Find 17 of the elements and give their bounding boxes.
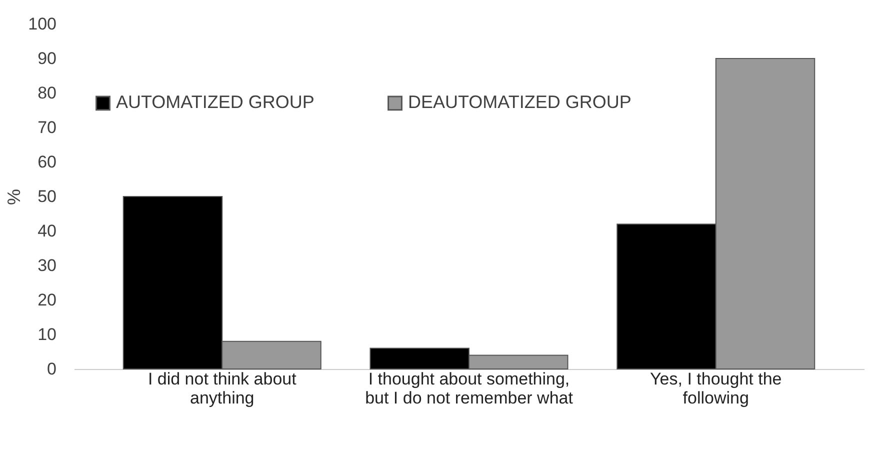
legend-label: DEAUTOMATIZED GROUP xyxy=(408,92,632,112)
legend-label: AUTOMATIZED GROUP xyxy=(116,92,314,112)
y-tick-label: 20 xyxy=(38,290,56,310)
y-tick-label: 100 xyxy=(28,14,56,34)
x-tick-label: I thought about something, but I do not remember what xyxy=(365,370,574,408)
y-tick-label: 10 xyxy=(38,325,56,344)
x-tick-label: Yes, I thought the following xyxy=(650,370,782,408)
y-tick-label: 80 xyxy=(38,84,56,102)
y-tick-label: 90 xyxy=(38,49,56,68)
y-axis-title: % xyxy=(4,188,24,206)
x-tick-label: I did not think about anything xyxy=(148,370,297,408)
y-tick-label: 0 xyxy=(47,360,56,378)
y-tick-label: 50 xyxy=(38,187,56,206)
y-tick-label: 40 xyxy=(38,222,56,240)
y-tick-label: 30 xyxy=(38,256,56,275)
y-tick-label: 70 xyxy=(38,118,56,137)
y-tick-label: 60 xyxy=(38,152,56,172)
